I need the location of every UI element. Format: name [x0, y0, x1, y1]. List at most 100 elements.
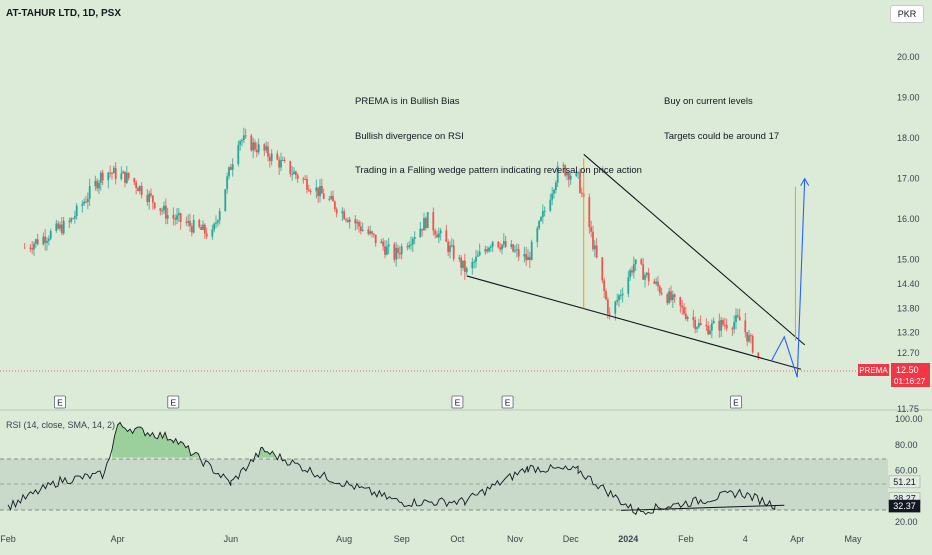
candle-body: [736, 315, 739, 317]
earnings-marker-label: E: [733, 398, 739, 408]
candle-body: [341, 211, 344, 214]
candle-body: [749, 335, 752, 337]
currency-button[interactable]: PKR: [890, 5, 924, 23]
candle-body: [114, 167, 117, 179]
candle-body: [671, 294, 674, 300]
candle-body: [254, 142, 256, 150]
candle-body: [161, 210, 164, 212]
rsi-series: [7, 421, 785, 516]
earnings-marker-box: [167, 395, 180, 409]
candle-body: [575, 172, 578, 176]
rsi-tick-label: 80.00: [895, 440, 918, 450]
candle-body: [705, 324, 708, 327]
candle-body: [738, 316, 741, 321]
candle-body: [619, 295, 622, 297]
candle-body: [564, 165, 567, 176]
candle-body: [595, 245, 598, 258]
candle-body: [410, 244, 412, 246]
candle-body: [556, 166, 559, 183]
candle-body: [723, 324, 726, 326]
candle-body: [538, 220, 541, 229]
candle-body: [202, 224, 204, 230]
candle-body: [111, 172, 113, 174]
candle-body: [486, 249, 489, 252]
symbol-title[interactable]: AT-TAHUR LTD, 1D, PSX: [6, 8, 121, 19]
candle-body: [465, 268, 468, 273]
candle-body: [720, 320, 723, 331]
notes-left: PREMA is in Bullish Bias Bullish diverge…: [355, 73, 642, 200]
candle-body: [174, 218, 177, 220]
candle-body: [47, 238, 50, 241]
candle-body: [75, 205, 78, 217]
candle-body: [629, 270, 632, 278]
candle-body: [733, 322, 736, 330]
candle-body: [397, 247, 399, 253]
candle-body: [83, 201, 86, 204]
candle-body: [473, 261, 476, 263]
candle-body: [502, 241, 505, 245]
candle-body: [434, 230, 437, 235]
candle-body: [387, 244, 390, 247]
price-tick-label: 19.00: [897, 93, 920, 103]
candle-body: [447, 241, 450, 253]
candle-body: [476, 255, 479, 257]
price-tick-label: 12.70: [897, 348, 920, 358]
candle-body: [31, 248, 34, 250]
candle-body: [278, 159, 281, 168]
candle-body: [328, 198, 331, 200]
candle-body: [280, 160, 282, 168]
candle-body: [345, 219, 347, 221]
candle-body: [166, 215, 169, 219]
candle-body: [237, 144, 240, 165]
candle-body: [517, 249, 520, 257]
price-tick-label: 18.00: [897, 133, 920, 143]
candle-body: [707, 326, 710, 335]
candle-body: [419, 228, 422, 238]
price-tick-label: 17.00: [897, 174, 920, 184]
candle-body: [718, 320, 721, 331]
candle-body: [666, 294, 669, 303]
candle-body: [73, 216, 76, 219]
candle-body: [361, 229, 364, 231]
candle-body: [393, 244, 396, 260]
candle-body: [540, 217, 542, 221]
candle-body: [484, 249, 487, 252]
candle-body: [681, 305, 684, 308]
candle-body: [159, 208, 162, 211]
wedge-lower-line: [466, 275, 802, 370]
candle-body: [263, 144, 266, 151]
price-tag-symbol: PREMA: [859, 366, 888, 375]
candle-body: [634, 259, 637, 265]
price-tick-label: 15.00: [897, 255, 920, 265]
candle-body: [684, 313, 687, 319]
candle-body: [46, 240, 48, 243]
time-axis-label: Apr: [111, 534, 125, 544]
candle-body: [608, 313, 611, 315]
candle-body: [426, 212, 429, 229]
candle-body: [458, 257, 461, 259]
candle-body: [510, 244, 513, 247]
wedge-upper-line: [583, 153, 806, 346]
candle-body: [122, 171, 125, 174]
candle-body: [616, 300, 619, 302]
candle-body: [606, 299, 609, 314]
candle-body: [436, 234, 438, 238]
note-line: Buy on current levels: [664, 96, 753, 107]
candle-body: [257, 144, 260, 153]
candle-body: [294, 171, 297, 176]
candle-body: [315, 187, 318, 192]
candle-body: [133, 178, 136, 183]
candle-body: [29, 247, 32, 249]
candle-body: [697, 323, 700, 328]
candle-body: [124, 171, 126, 183]
candle-body: [34, 239, 37, 244]
candle-body: [421, 228, 424, 231]
candle-body: [679, 297, 682, 306]
rsi-tick-label: 60.00: [895, 466, 918, 476]
earnings-marker-box: [451, 395, 464, 409]
candle-body: [55, 223, 58, 231]
candle-body: [151, 195, 154, 203]
note-line: Bullish divergence on RSI: [355, 130, 464, 142]
time-axis-label: Apr: [790, 534, 804, 544]
